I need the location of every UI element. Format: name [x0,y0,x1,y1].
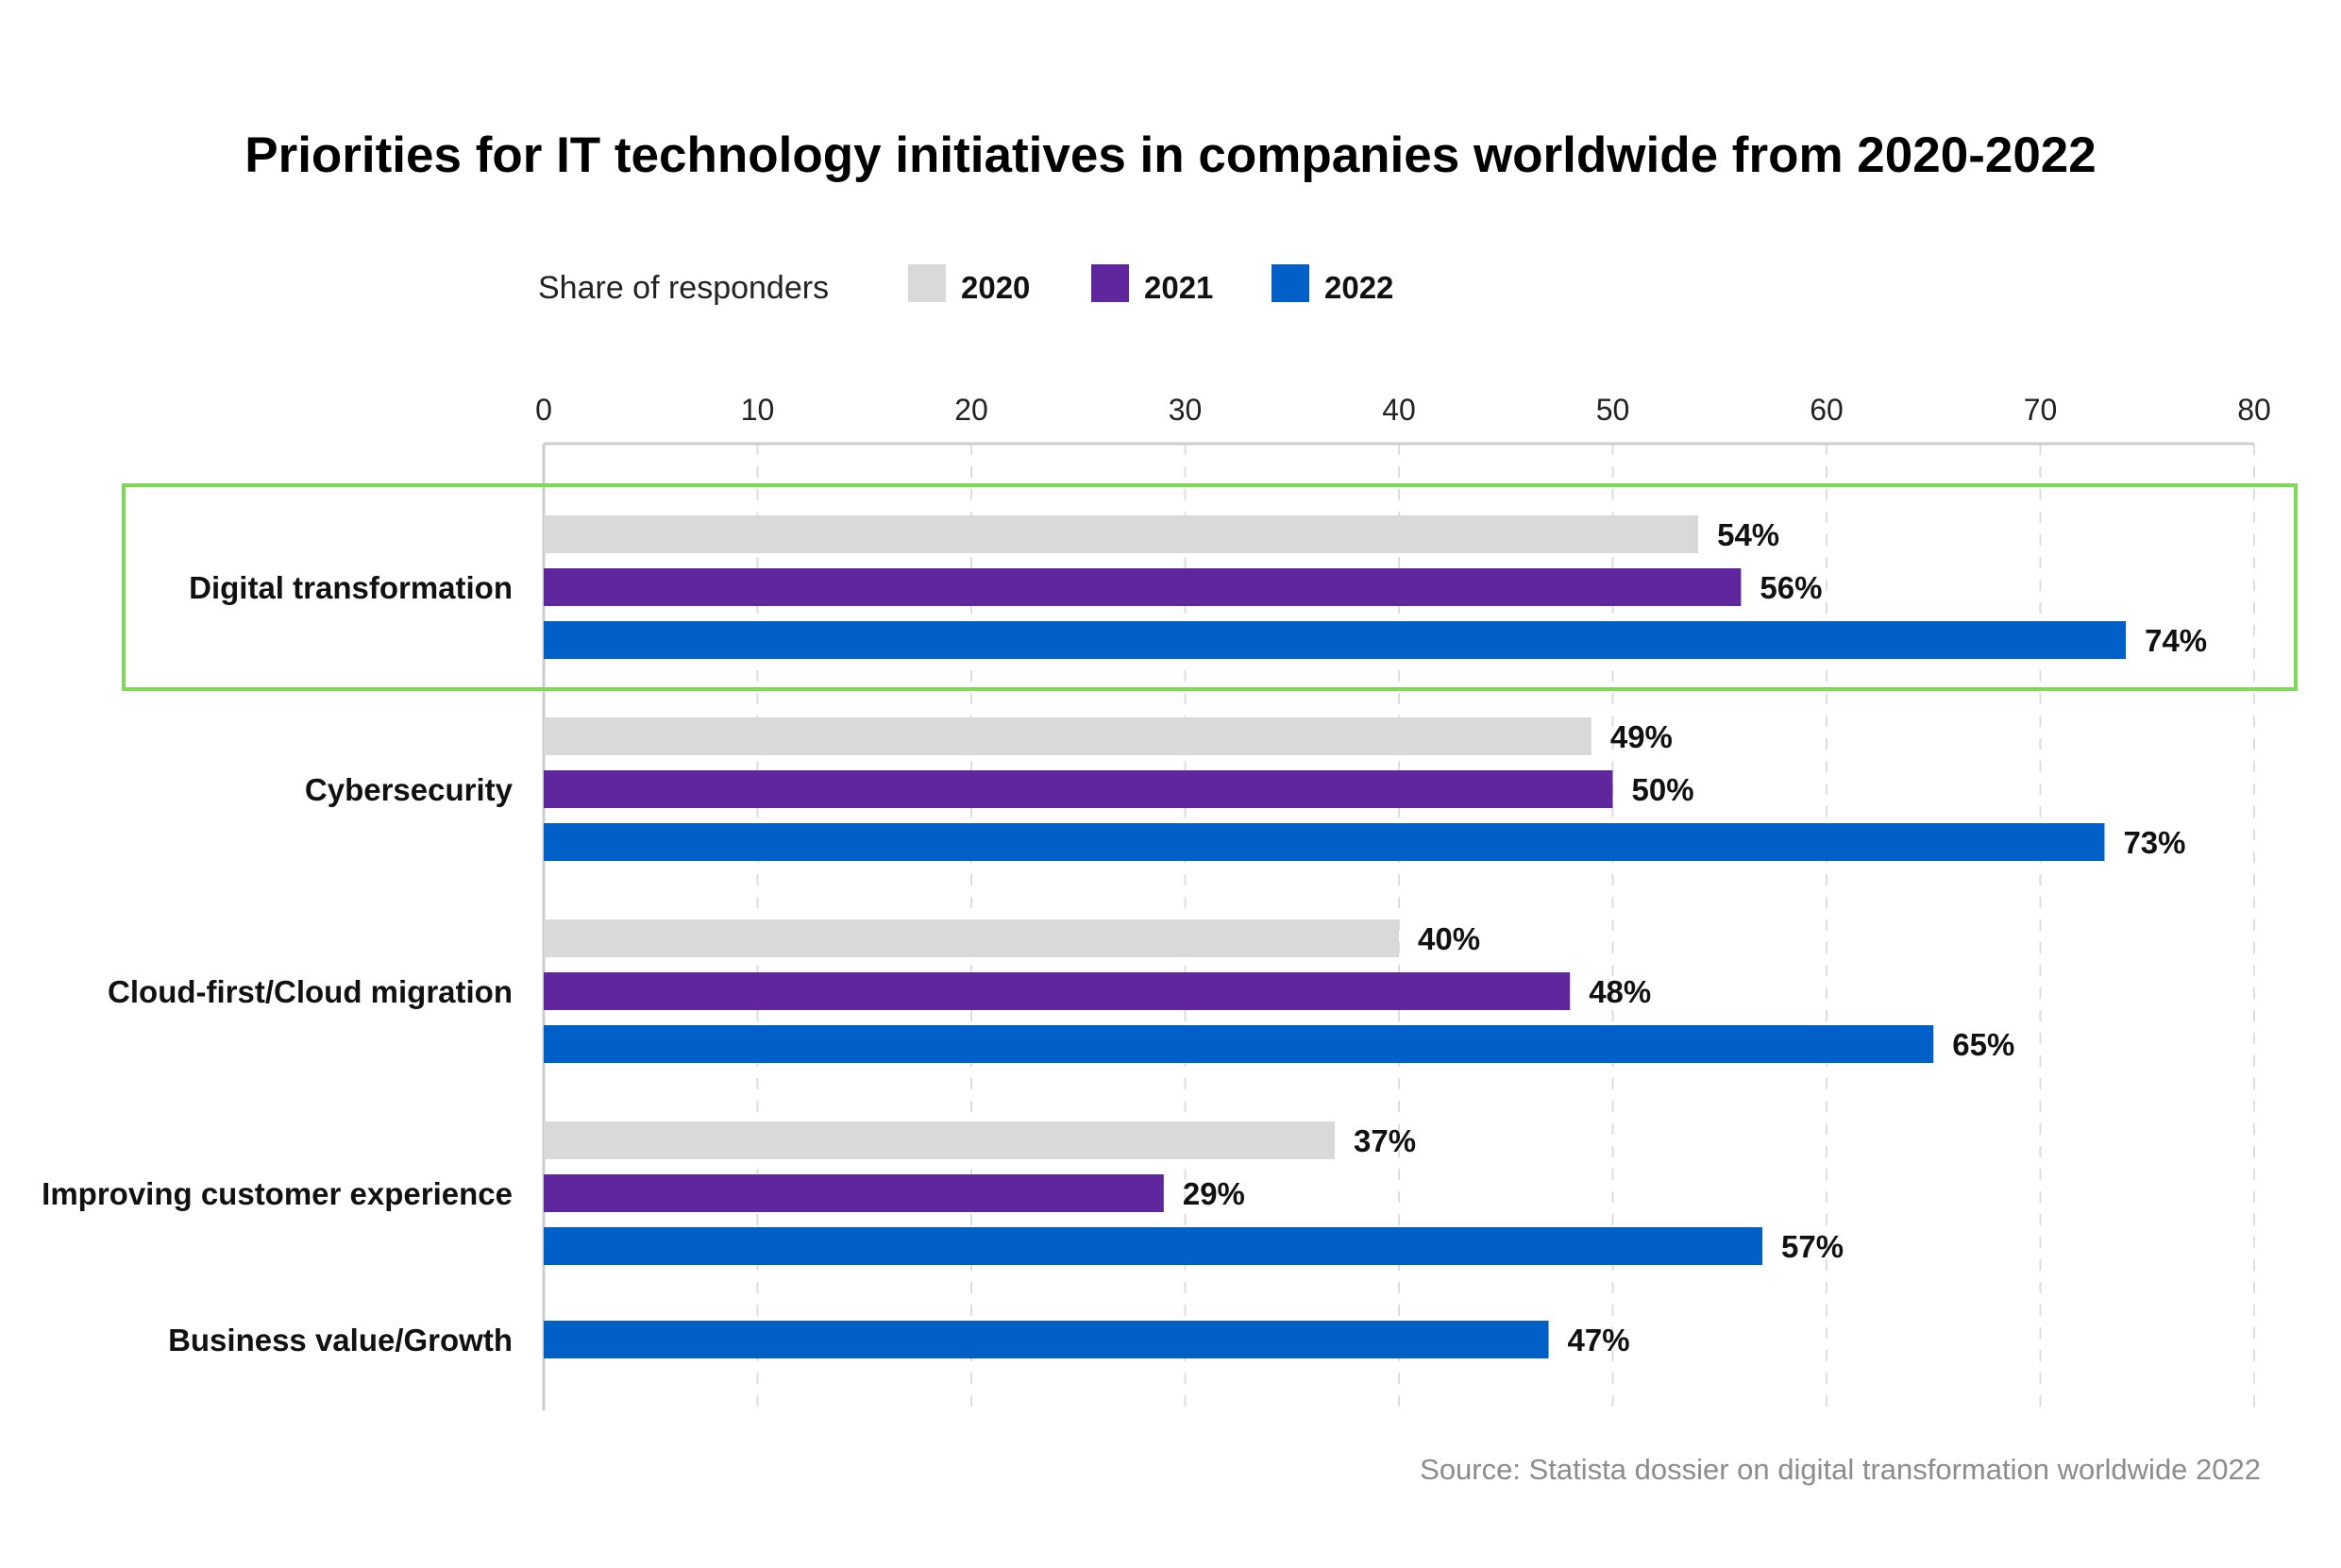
x-axis: 0 10 20 30 40 50 60 70 80 [535,393,2271,446]
category-label-2: Cloud-first/Cloud migration [108,974,513,1009]
x-tick-label-40: 40 [1382,393,1416,427]
x-tick-label-0: 0 [535,393,552,427]
bar-2021-1 [544,770,1613,808]
bar-2021-3 [544,1174,1164,1212]
bar-2020-1 [544,717,1592,755]
bar-2022-3 [544,1227,1763,1265]
highlight-box [122,483,2298,691]
x-tick-label-70: 70 [2024,393,2058,427]
legend-swatch-2020 [908,264,946,302]
highlight-layer [122,483,2298,691]
bars [544,515,2127,1358]
x-tick-label-50: 50 [1596,393,1630,427]
value-label-2021-2: 48% [1589,974,1651,1009]
chart-title: Priorities for IT technology initiatives… [244,127,2097,183]
legend-label-2022: 2022 [1324,270,1393,305]
x-tick-label-30: 30 [1169,393,1203,427]
x-tick-label-60: 60 [1810,393,1844,427]
category-labels: Digital transformation Cybersecurity Cloud… [42,570,513,1357]
category-label-0: Digital transformation [189,570,513,605]
bar-2020-0 [544,515,1699,553]
x-tick-label-80: 80 [2237,393,2271,427]
category-label-4: Business value/Growth [168,1323,513,1357]
value-label-2022-4: 47% [1568,1323,1630,1357]
bar-2022-2 [544,1025,1934,1063]
value-label-2022-3: 57% [1781,1229,1844,1264]
legend-label-2021: 2021 [1144,270,1213,305]
value-label-2021-0: 56% [1760,570,1822,605]
value-label-2020-1: 49% [1610,719,1673,754]
bar-2020-3 [544,1121,1336,1159]
legend-items: 2020 2021 2022 [908,264,1393,305]
legend-title: Share of responders [538,270,829,306]
value-label-2022-1: 73% [2123,825,2185,860]
value-label-2021-1: 50% [1632,772,1694,807]
source-note: Source: Statista dossier on digital tran… [1420,1453,2261,1486]
value-label-2022-2: 65% [1952,1027,2014,1062]
value-label-2020-0: 54% [1717,517,1779,552]
legend-swatch-2021 [1091,264,1129,302]
bar-2021-0 [544,568,1742,606]
value-labels: 54% 56% 74% 49% 50% 73% 40% 48% 65% 37% 29% 57% 47% [1183,517,2207,1357]
value-label-2020-3: 37% [1354,1123,1416,1158]
category-label-3: Improving customer experience [42,1176,513,1211]
value-label-2020-2: 40% [1418,921,1480,956]
x-tick-label-20: 20 [954,393,988,427]
bar-2022-1 [544,823,2105,861]
x-tick-label-10: 10 [741,393,775,427]
legend-swatch-2022 [1272,264,1309,302]
value-label-2022-0: 74% [2145,623,2207,658]
legend-label-2020: 2020 [961,270,1030,305]
bar-2021-2 [544,972,1571,1010]
bar-2022-4 [544,1321,1549,1358]
bar-2022-0 [544,621,2127,659]
value-label-2021-3: 29% [1183,1176,1245,1211]
legend: Share of responders 2020 2021 2022 [538,264,1393,306]
bar-2020-2 [544,919,1399,957]
category-label-1: Cybersecurity [305,772,514,807]
